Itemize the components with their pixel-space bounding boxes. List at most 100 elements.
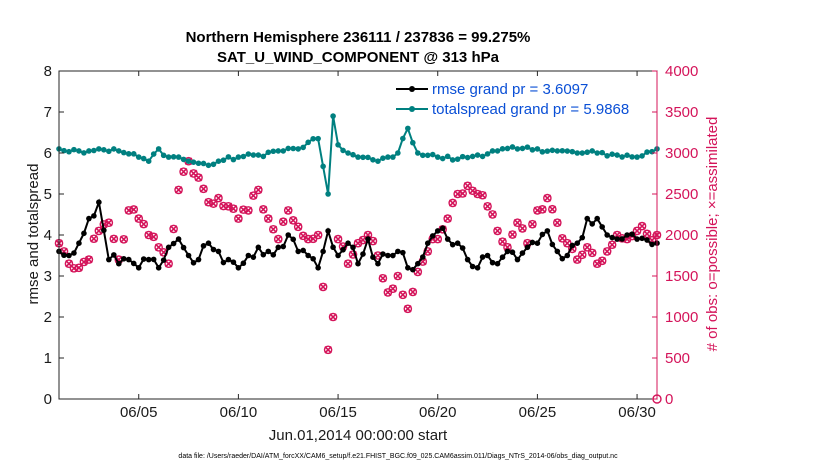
rmse-point — [429, 233, 436, 239]
totalspread-point — [375, 158, 381, 164]
totalspread-point — [111, 146, 117, 152]
obs-possible-marker — [493, 226, 502, 236]
totalspread-point — [609, 151, 615, 157]
obs-assimilated-marker — [90, 234, 98, 243]
totalspread-point — [504, 145, 511, 152]
rmse-point — [320, 248, 326, 255]
rmse-point — [61, 252, 67, 259]
obs-assimilated-marker — [448, 199, 457, 207]
totalspread-point — [439, 155, 446, 162]
y-axis-label-right: # of obs: o=possible; ×=assimilated — [704, 117, 721, 352]
rmse-point — [275, 244, 282, 251]
obs-assimilated-marker — [369, 237, 377, 245]
obs-possible-marker — [518, 224, 527, 233]
obs-assimilated-marker — [344, 259, 352, 268]
totalspread-point — [170, 154, 177, 160]
obs-possible-marker — [393, 271, 403, 281]
totalspread-point — [589, 148, 596, 154]
totalspread-point — [454, 156, 461, 162]
totalspread-point — [180, 156, 187, 163]
rmse-point — [444, 236, 451, 242]
obs-possible-marker — [323, 345, 333, 355]
y-tick-label-right: 1500 — [665, 268, 698, 285]
rmse-point — [200, 243, 207, 249]
rmse-point — [549, 241, 556, 248]
obs-assimilated-marker — [443, 214, 452, 223]
rmse-point — [265, 248, 272, 255]
legend-spread-label: totalspread grand pr = 5.9868 — [432, 101, 629, 118]
obs-assimilated-marker — [314, 231, 322, 239]
rmse-point — [96, 199, 102, 205]
obs-assimilated-marker — [488, 210, 497, 219]
rmse-point — [190, 259, 197, 266]
rmse-point — [210, 246, 217, 253]
totalspread-point — [424, 152, 431, 159]
totalspread-point — [380, 155, 386, 162]
totalspread-point — [160, 152, 167, 159]
obs-assimilated-marker — [254, 186, 263, 194]
rmse-point — [71, 250, 77, 256]
y-tick-label-right: 2500 — [665, 186, 698, 203]
obs-assimilated-marker — [433, 235, 442, 243]
totalspread-point — [255, 152, 262, 158]
rmse-point — [345, 240, 351, 246]
obs-assimilated-marker — [129, 205, 138, 214]
totalspread-point — [365, 154, 371, 161]
rmse-point — [130, 260, 137, 267]
obs-assimilated-marker — [149, 233, 158, 241]
obs-assimilated-marker — [508, 230, 517, 239]
totalspread-point — [345, 150, 351, 156]
totalspread-point — [135, 154, 142, 160]
rmse-point — [559, 255, 566, 262]
rmse-point — [524, 244, 531, 251]
obs-possible-marker — [333, 234, 343, 244]
totalspread-point — [245, 151, 252, 157]
obs-possible-marker — [443, 214, 453, 223]
x-tick-label: 06/20 — [419, 404, 457, 421]
rmse-point — [474, 265, 481, 271]
data-file-footnote: data file: /Users/raeder/DAI/ATM_forcXX/… — [178, 453, 618, 460]
rmse-point — [355, 260, 361, 267]
obs-possible-marker — [403, 304, 413, 314]
totalspread-point — [624, 152, 630, 159]
obs-possible-marker — [448, 198, 457, 208]
obs-possible-marker — [129, 205, 139, 214]
totalspread-point — [569, 148, 576, 155]
rmse-point — [240, 260, 247, 267]
rmse-point — [639, 235, 645, 242]
totalspread-point — [96, 146, 102, 152]
rmse-point — [385, 252, 391, 259]
obs-possible-marker — [478, 190, 487, 200]
rmse-point — [66, 252, 72, 259]
obs-possible-marker — [164, 259, 173, 269]
obs-assimilated-marker — [279, 217, 288, 226]
obs-assimilated-marker — [194, 173, 203, 182]
obs-assimilated-marker — [249, 191, 258, 200]
obs-possible-marker — [577, 250, 587, 260]
totalspread-point — [459, 153, 466, 160]
rmse-point — [380, 251, 386, 257]
obs-assimilated-marker — [404, 305, 412, 313]
obs-assimilated-marker — [493, 227, 502, 235]
rmse-point — [534, 240, 541, 246]
totalspread-point — [130, 151, 137, 157]
totalspread-point — [449, 157, 456, 163]
totalspread-point — [549, 147, 556, 154]
obs-assimilated-marker — [80, 258, 88, 266]
rmse-point — [479, 254, 486, 260]
obs-assimilated-marker — [414, 268, 422, 276]
totalspread-point — [295, 146, 302, 152]
totalspread-point — [275, 148, 282, 154]
rmse-point — [415, 260, 421, 267]
obs-possible-marker — [89, 234, 99, 244]
obs-possible-marker — [378, 273, 388, 283]
totalspread-point — [519, 145, 526, 152]
obs-assimilated-marker — [144, 231, 153, 239]
rmse-point — [295, 248, 302, 255]
totalspread-point — [91, 147, 97, 154]
obs-possible-marker — [602, 247, 612, 256]
rmse-point — [459, 245, 466, 251]
totalspread-point — [534, 146, 541, 152]
y-tick-label-right: 3500 — [665, 104, 698, 121]
rmse-point — [564, 252, 571, 259]
